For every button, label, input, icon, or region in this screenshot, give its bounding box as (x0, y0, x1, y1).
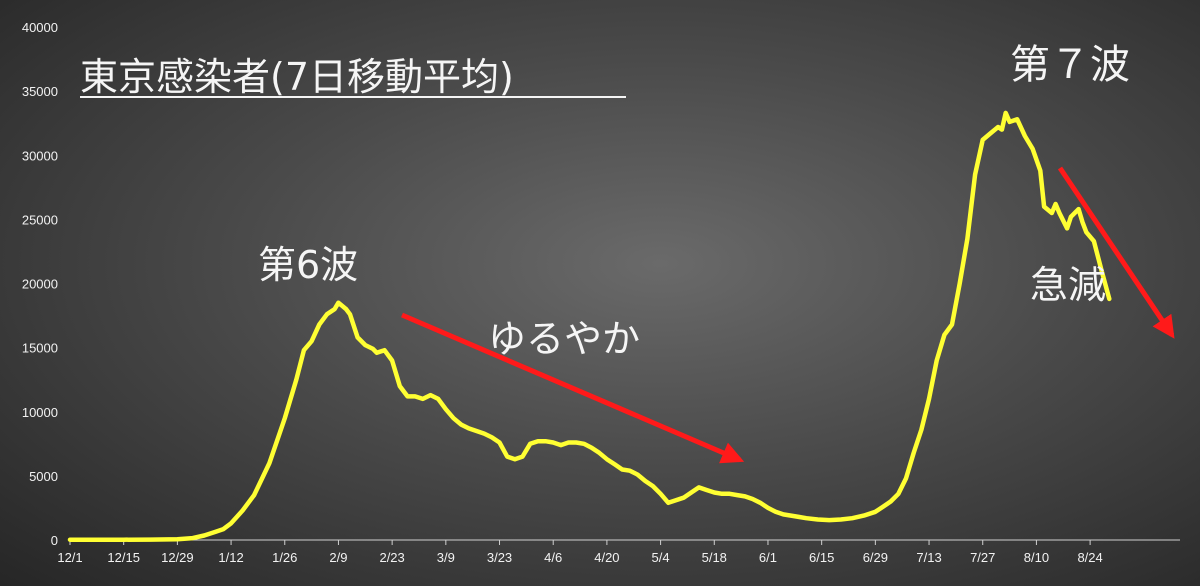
annotation-gentle: ゆるやか (488, 317, 640, 361)
x-tick-label: 6/29 (863, 550, 888, 565)
x-tick-label: 2/9 (329, 550, 347, 565)
x-tick-label: 4/20 (594, 550, 619, 565)
x-tick-label: 1/26 (272, 550, 297, 565)
series-line-tokyo-cases (67, 110, 1112, 542)
annotation-sharp-drop: 急減 (1030, 263, 1106, 307)
y-tick-label: 35000 (22, 84, 58, 99)
x-tick-label: 8/10 (1024, 550, 1049, 565)
x-tick-label: 5/4 (652, 550, 670, 565)
x-tick-label: 2/23 (379, 550, 404, 565)
y-tick-label: 15000 (22, 341, 58, 356)
x-tick-label: 1/12 (218, 550, 243, 565)
x-tick-label: 12/1 (57, 550, 82, 565)
y-tick-label: 20000 (22, 277, 58, 292)
y-tick-label: 25000 (22, 212, 58, 227)
y-tick-label: 0 (51, 533, 58, 548)
x-tick-label: 12/29 (161, 550, 194, 565)
annotation-wave6: 第6波 (258, 243, 358, 287)
annotation-wave7: 第７波 (1010, 42, 1130, 88)
x-tick-label: 4/6 (544, 550, 562, 565)
x-tick-label: 7/27 (970, 550, 995, 565)
x-tick-label: 3/23 (487, 550, 512, 565)
x-tick-label: 12/15 (107, 550, 140, 565)
arrow-sharp-decline (1057, 166, 1175, 339)
y-tick-label: 5000 (29, 469, 58, 484)
y-axis: 0 5000 10000 15000 20000 25000 30000 35000 40000 (22, 20, 58, 548)
x-tick-label: 5/18 (702, 550, 727, 565)
chart-title: 東京感染者(7日移動平均) (80, 55, 514, 99)
x-tick-label: 6/15 (809, 550, 834, 565)
x-tick-label: 3/9 (437, 550, 455, 565)
x-tick-label: 6/1 (759, 550, 777, 565)
y-tick-label: 30000 (22, 148, 58, 163)
y-tick-label: 10000 (22, 405, 58, 420)
x-tick-label: 7/13 (916, 550, 941, 565)
y-tick-label: 40000 (22, 20, 58, 35)
x-tick-label: 8/24 (1077, 550, 1102, 565)
arrow-gentle-decline (401, 312, 745, 464)
x-axis: 12/1 12/15 12/29 1/12 1/26 2/9 2/23 3/9 3/23 4/6 4… (57, 540, 1103, 565)
